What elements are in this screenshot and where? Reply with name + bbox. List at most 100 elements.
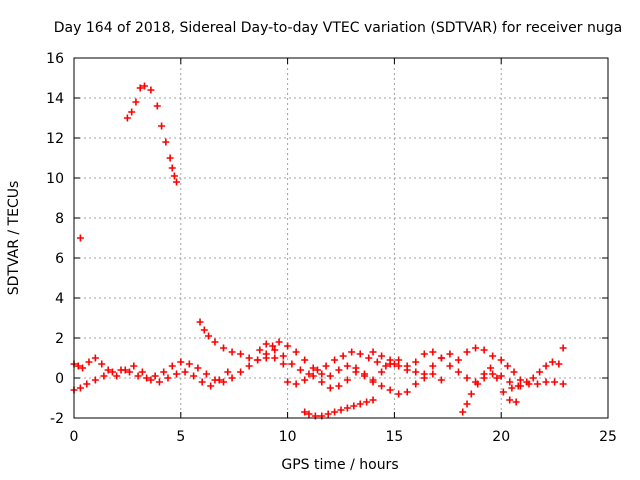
data-point	[181, 368, 189, 376]
data-point	[296, 366, 304, 374]
data-point	[412, 358, 420, 366]
data-point	[542, 362, 550, 370]
data-point	[324, 410, 332, 418]
data-point	[126, 368, 134, 376]
data-point	[98, 360, 106, 368]
data-point	[506, 378, 514, 386]
data-point	[288, 360, 296, 368]
data-point	[91, 354, 99, 362]
data-point	[301, 356, 309, 364]
data-point	[254, 356, 262, 364]
data-point	[499, 388, 507, 396]
data-point	[508, 384, 516, 392]
data-point	[504, 362, 512, 370]
data-point	[128, 108, 136, 116]
data-point	[395, 390, 403, 398]
data-point	[91, 376, 99, 384]
data-point	[121, 366, 129, 374]
data-point	[314, 366, 322, 374]
y-tick-label: 10	[46, 171, 64, 187]
data-point	[350, 402, 358, 410]
y-tick-label: 6	[55, 251, 64, 267]
data-point	[305, 370, 313, 378]
data-point	[463, 348, 471, 356]
y-tick-label: 14	[46, 91, 64, 107]
data-point	[136, 84, 144, 92]
grid-lines	[74, 58, 608, 418]
data-point	[305, 410, 313, 418]
data-point	[190, 372, 198, 380]
data-point	[143, 374, 151, 382]
data-point	[378, 382, 386, 390]
data-point	[529, 374, 537, 382]
data-point	[271, 346, 279, 354]
data-point	[211, 338, 219, 346]
data-point	[369, 378, 377, 386]
series-arc-l	[508, 378, 567, 392]
data-point	[378, 368, 386, 376]
data-point	[284, 342, 292, 350]
data-point	[147, 86, 155, 94]
data-point	[162, 138, 170, 146]
data-point	[356, 400, 364, 408]
data-point	[130, 362, 138, 370]
data-point	[292, 380, 300, 388]
data-point	[256, 346, 264, 354]
data-point	[275, 338, 283, 346]
series-arc-g	[284, 368, 445, 398]
data-point	[467, 390, 475, 398]
data-point	[228, 374, 236, 382]
data-point	[301, 376, 309, 384]
data-point	[196, 318, 204, 326]
data-point	[237, 350, 245, 358]
data-point	[437, 354, 445, 362]
data-point	[85, 358, 93, 366]
data-point	[493, 374, 501, 382]
y-tick-label: 0	[55, 371, 64, 387]
data-point	[326, 372, 334, 380]
data-point	[335, 382, 343, 390]
data-point	[168, 164, 176, 172]
data-point	[318, 378, 326, 386]
data-point	[76, 384, 84, 392]
data-point	[168, 362, 176, 370]
data-point	[318, 370, 326, 378]
x-tick-label: 15	[385, 429, 403, 445]
data-point	[220, 378, 228, 386]
data-point	[534, 380, 542, 388]
data-point	[228, 348, 236, 356]
data-point	[309, 372, 317, 380]
data-point	[113, 372, 121, 380]
data-point	[104, 366, 112, 374]
data-point	[446, 362, 454, 370]
x-tick-label: 25	[599, 429, 617, 445]
data-point	[551, 378, 559, 386]
data-point	[79, 364, 87, 372]
data-point	[200, 326, 208, 334]
data-point	[356, 350, 364, 358]
data-point	[134, 372, 142, 380]
data-point	[420, 350, 428, 358]
data-point	[164, 374, 172, 382]
data-point	[140, 82, 148, 90]
data-point	[331, 356, 339, 364]
data-point	[420, 374, 428, 382]
data-point	[237, 368, 245, 376]
data-point	[301, 408, 309, 416]
data-point	[463, 400, 471, 408]
data-point	[378, 352, 386, 360]
series-arc-e	[196, 318, 398, 378]
data-point	[337, 406, 345, 414]
data-point	[454, 356, 462, 364]
data-point	[403, 388, 411, 396]
x-tick-label: 5	[176, 429, 185, 445]
series-arc-h	[301, 396, 377, 420]
data-point	[173, 178, 181, 186]
data-point	[331, 408, 339, 416]
chart-title: Day 164 of 2018, Sidereal Day-to-day VTE…	[54, 20, 622, 36]
data-point	[76, 234, 84, 242]
data-point	[326, 384, 334, 392]
data-point	[322, 362, 330, 370]
data-point	[525, 380, 533, 388]
data-point	[100, 372, 108, 380]
